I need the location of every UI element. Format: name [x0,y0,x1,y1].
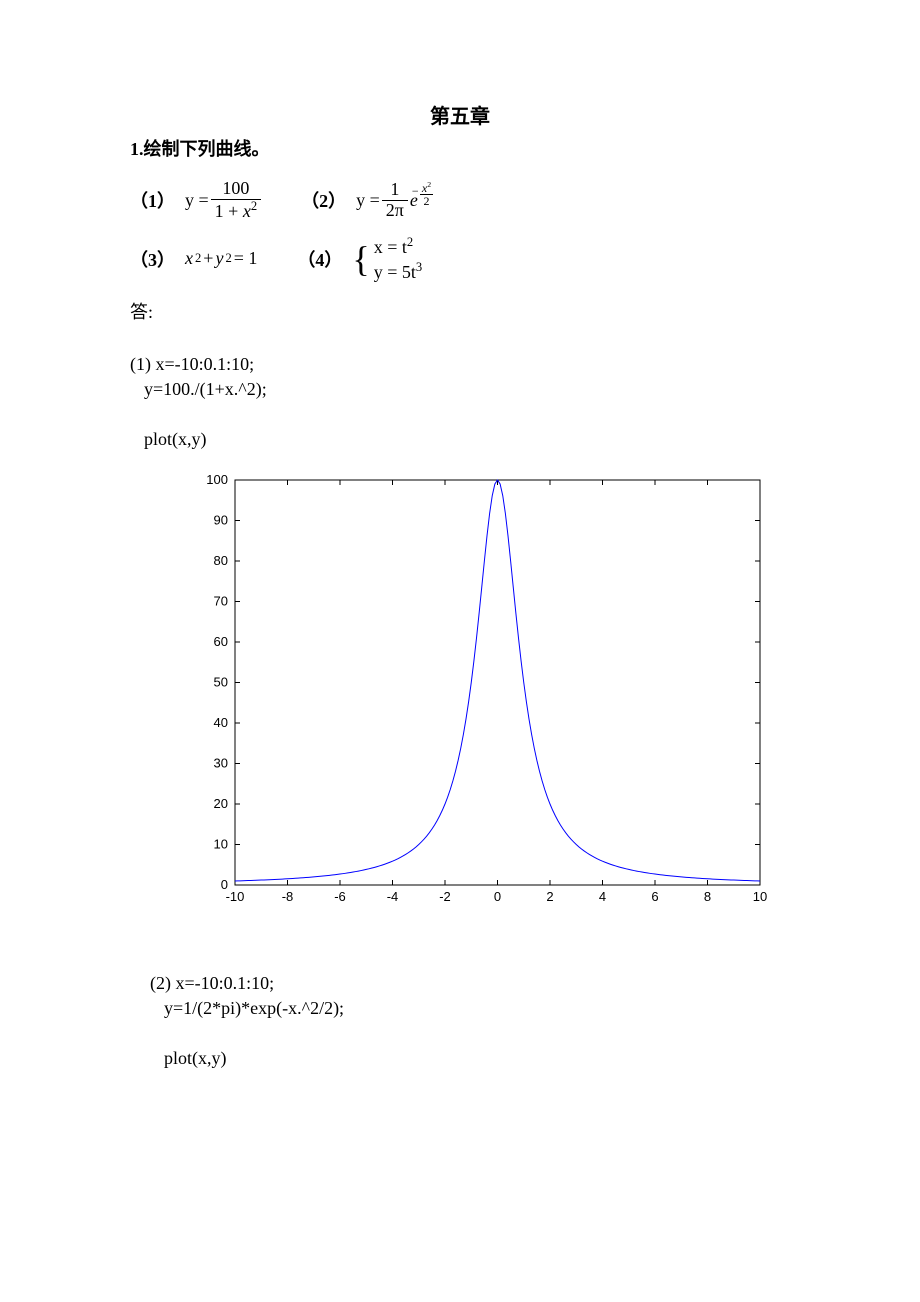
equation-row-1: （1） y = 100 1 + x2 （2） y = 1 2π e [130,179,790,222]
svg-text:50: 50 [214,675,228,690]
svg-text:60: 60 [214,634,228,649]
eq4-line1: x = t [374,237,407,257]
svg-text:-8: -8 [282,889,294,904]
eq1-numerator: 100 [211,179,261,200]
code2-line2: y=1/(2*pi)*exp(-x.^2/2); [164,996,790,1021]
eq4-label: （4） [297,246,342,272]
eq4-line1-pow: 2 [407,235,413,249]
svg-text:4: 4 [599,889,606,904]
svg-text:100: 100 [206,472,228,487]
eq1-den-pre: 1 + [215,201,243,221]
eq3-x-pow: 2 [195,251,201,266]
eq3-x: x [185,248,193,269]
chart-1: -10-8-6-4-202468100102030405060708090100 [180,470,790,915]
code1-line3: plot(x,y) [144,427,790,452]
svg-text:70: 70 [214,594,228,609]
code-block-2: (2) x=-10:0.1:10; y=1/(2*pi)*exp(-x.^2/2… [150,945,790,1071]
code2-line3: plot(x,y) [164,1046,790,1071]
svg-text:30: 30 [214,756,228,771]
eq1-denominator: 1 + x2 [211,200,261,222]
eq2-denominator: 2π [382,201,408,221]
equation-3: （3） x2 + y2 = 1 [130,246,257,272]
svg-text:-4: -4 [387,889,399,904]
eq2-label: （2） [301,187,346,213]
eq4-line2: y = 5t [374,262,416,282]
eq3-plus: + [203,248,213,269]
svg-text:0: 0 [494,889,501,904]
eq1-den-var: x [243,201,251,221]
equation-4: （4） { x = t2 y = 5t3 [297,234,422,285]
svg-text:-10: -10 [226,889,245,904]
svg-text:90: 90 [214,513,228,528]
svg-text:80: 80 [214,553,228,568]
svg-text:-2: -2 [439,889,451,904]
chart-svg: -10-8-6-4-202468100102030405060708090100 [180,470,770,915]
eq4-line2-pow: 3 [416,260,422,274]
eq3-eq: = 1 [234,248,258,269]
equation-2: （2） y = 1 2π e − x2 2 [301,180,433,221]
code-block-1: (1) x=-10:0.1:10; y=100./(1+x.^2); plot(… [130,326,790,452]
svg-text:20: 20 [214,796,228,811]
svg-text:10: 10 [753,889,767,904]
svg-text:0: 0 [221,877,228,892]
eq2-exp-den: 2 [420,195,433,207]
eq3-label: （3） [130,246,175,272]
eq2-lhs: y = [356,190,380,211]
code2-line1: (2) x=-10:0.1:10; [150,973,274,993]
eq1-den-exp: 2 [251,199,257,213]
svg-text:40: 40 [214,715,228,730]
svg-text:8: 8 [704,889,711,904]
svg-text:2: 2 [546,889,553,904]
code1-line2: y=100./(1+x.^2); [144,377,790,402]
eq3-y: y [215,248,223,269]
answer-label: 答: [130,298,790,324]
eq3-y-pow: 2 [225,251,231,266]
left-brace-icon: { [352,241,369,277]
equation-1: （1） y = 100 1 + x2 [130,179,261,222]
eq2-exp-num-pow: 2 [427,180,431,189]
problem-title: 1.绘制下列曲线。 [130,135,790,161]
eq2-exponent: − x2 2 [420,181,433,207]
svg-text:6: 6 [651,889,658,904]
equation-row-2: （3） x2 + y2 = 1 （4） { x = t2 y = 5t3 [130,234,790,285]
svg-text:10: 10 [214,837,228,852]
svg-text:-6: -6 [334,889,346,904]
chapter-title: 第五章 [130,100,790,129]
code1-line1: (1) x=-10:0.1:10; [130,354,254,374]
eq1-label: （1） [130,187,175,213]
eq2-numerator: 1 [382,180,408,201]
eq1-lhs: y = [185,190,209,211]
